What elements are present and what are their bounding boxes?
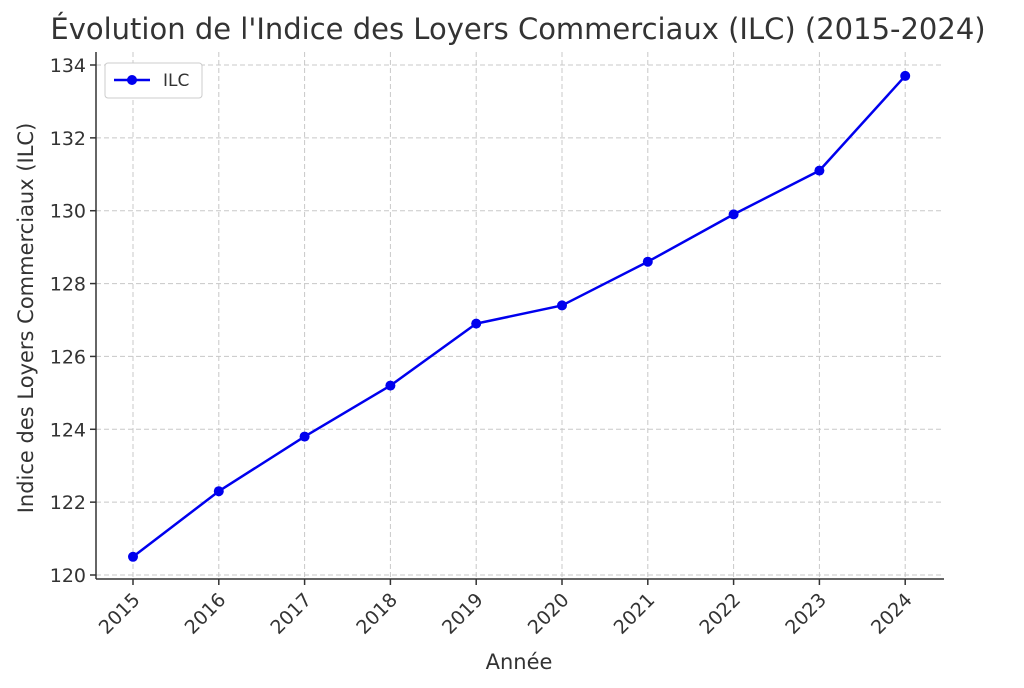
x-tick-label: 2016: [181, 589, 231, 639]
data-point: [557, 300, 567, 311]
y-tick-label: 120: [50, 565, 86, 587]
x-tick-label: 2017: [266, 589, 316, 639]
data-point: [385, 380, 396, 391]
chart-title: Évolution de l'Indice des Loyers Commerc…: [50, 12, 985, 46]
x-tick-label: 2024: [867, 589, 917, 639]
x-tick-label: 2021: [610, 589, 660, 639]
x-tick-label: 2019: [438, 589, 488, 639]
data-point: [213, 486, 224, 497]
axes: [95, 52, 944, 580]
y-tick-label: 128: [50, 274, 86, 296]
y-axis-ticks: 120 122 124 126 128 130 132 134: [50, 55, 96, 587]
data-point: [642, 256, 653, 267]
x-tick-label: 2022: [695, 589, 745, 639]
legend-box: [104, 62, 203, 99]
series-line: [132, 75, 907, 558]
x-axis-label: Année: [486, 650, 553, 674]
x-tick-label: 2020: [524, 589, 574, 639]
y-tick-label: 122: [50, 492, 86, 514]
x-axis-ticks: 2015 2016 2017 2018 2019 2020 2021 2022 2023 2024: [95, 579, 917, 639]
y-tick-label: 132: [50, 128, 86, 150]
y-axis-label: Indice des Loyers Commerciaux (ILC): [14, 123, 38, 514]
data-point: [128, 551, 138, 562]
grid: [96, 52, 944, 579]
data-point: [814, 165, 825, 176]
legend-label: ILC: [163, 71, 189, 91]
series-ilc: [128, 70, 911, 562]
legend: ILC: [104, 62, 203, 99]
x-tick-label: 2023: [781, 589, 831, 639]
x-tick-label: 2015: [95, 589, 145, 639]
data-point: [471, 318, 482, 329]
data-point: [299, 431, 310, 442]
y-tick-label: 124: [50, 419, 86, 441]
y-tick-label: 134: [50, 55, 86, 77]
data-point: [728, 209, 739, 220]
y-tick-label: 126: [50, 346, 86, 368]
data-point: [900, 70, 911, 81]
y-tick-label: 130: [50, 201, 86, 223]
x-tick-label: 2018: [352, 589, 402, 639]
legend-point-marker: [127, 75, 137, 85]
